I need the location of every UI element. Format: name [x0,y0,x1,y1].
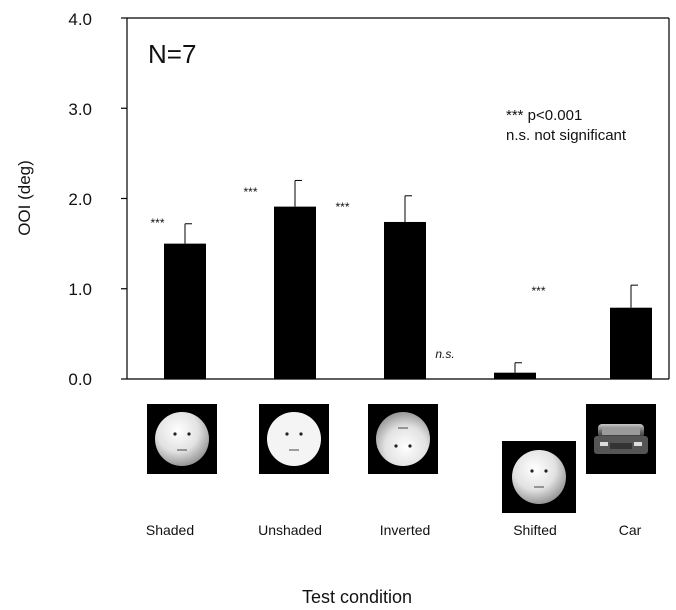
x-axis-label: Test condition [302,587,412,607]
legend-significance: *** p<0.001 [506,107,582,124]
bar-unshaded [274,206,316,379]
significance-mark: *** [150,216,164,230]
significance-mark: *** [335,200,349,214]
y-tick-label: 3.0 [68,100,92,119]
significance-mark: *** [531,284,545,298]
category-label: Unshaded [258,522,322,538]
y-tick-label: 1.0 [68,280,92,299]
significance-mark: n.s. [435,347,454,361]
car-icon [586,404,656,474]
shaded-face-icon [147,404,217,474]
category-label: Shifted [513,522,557,538]
category-label: Car [619,522,642,538]
y-axis-label: OOI (deg) [15,160,34,236]
bar-inverted [384,221,426,379]
significance-mark: *** [243,185,257,199]
category-label: Inverted [380,522,431,538]
bar-car [610,307,652,379]
bar-shifted [494,372,536,379]
legend-not-significant: n.s. not significant [506,127,627,144]
y-tick-label: 4.0 [68,10,92,29]
category-label: Shaded [146,522,194,538]
shifted-face-icon [502,441,576,513]
y-tick-label: 2.0 [68,190,92,209]
y-tick-label: 0.0 [68,370,92,389]
unshaded-face-icon [259,404,329,474]
bar-shaded [164,243,206,379]
sample-size-label: N=7 [148,39,196,69]
inverted-face-icon [368,404,438,474]
